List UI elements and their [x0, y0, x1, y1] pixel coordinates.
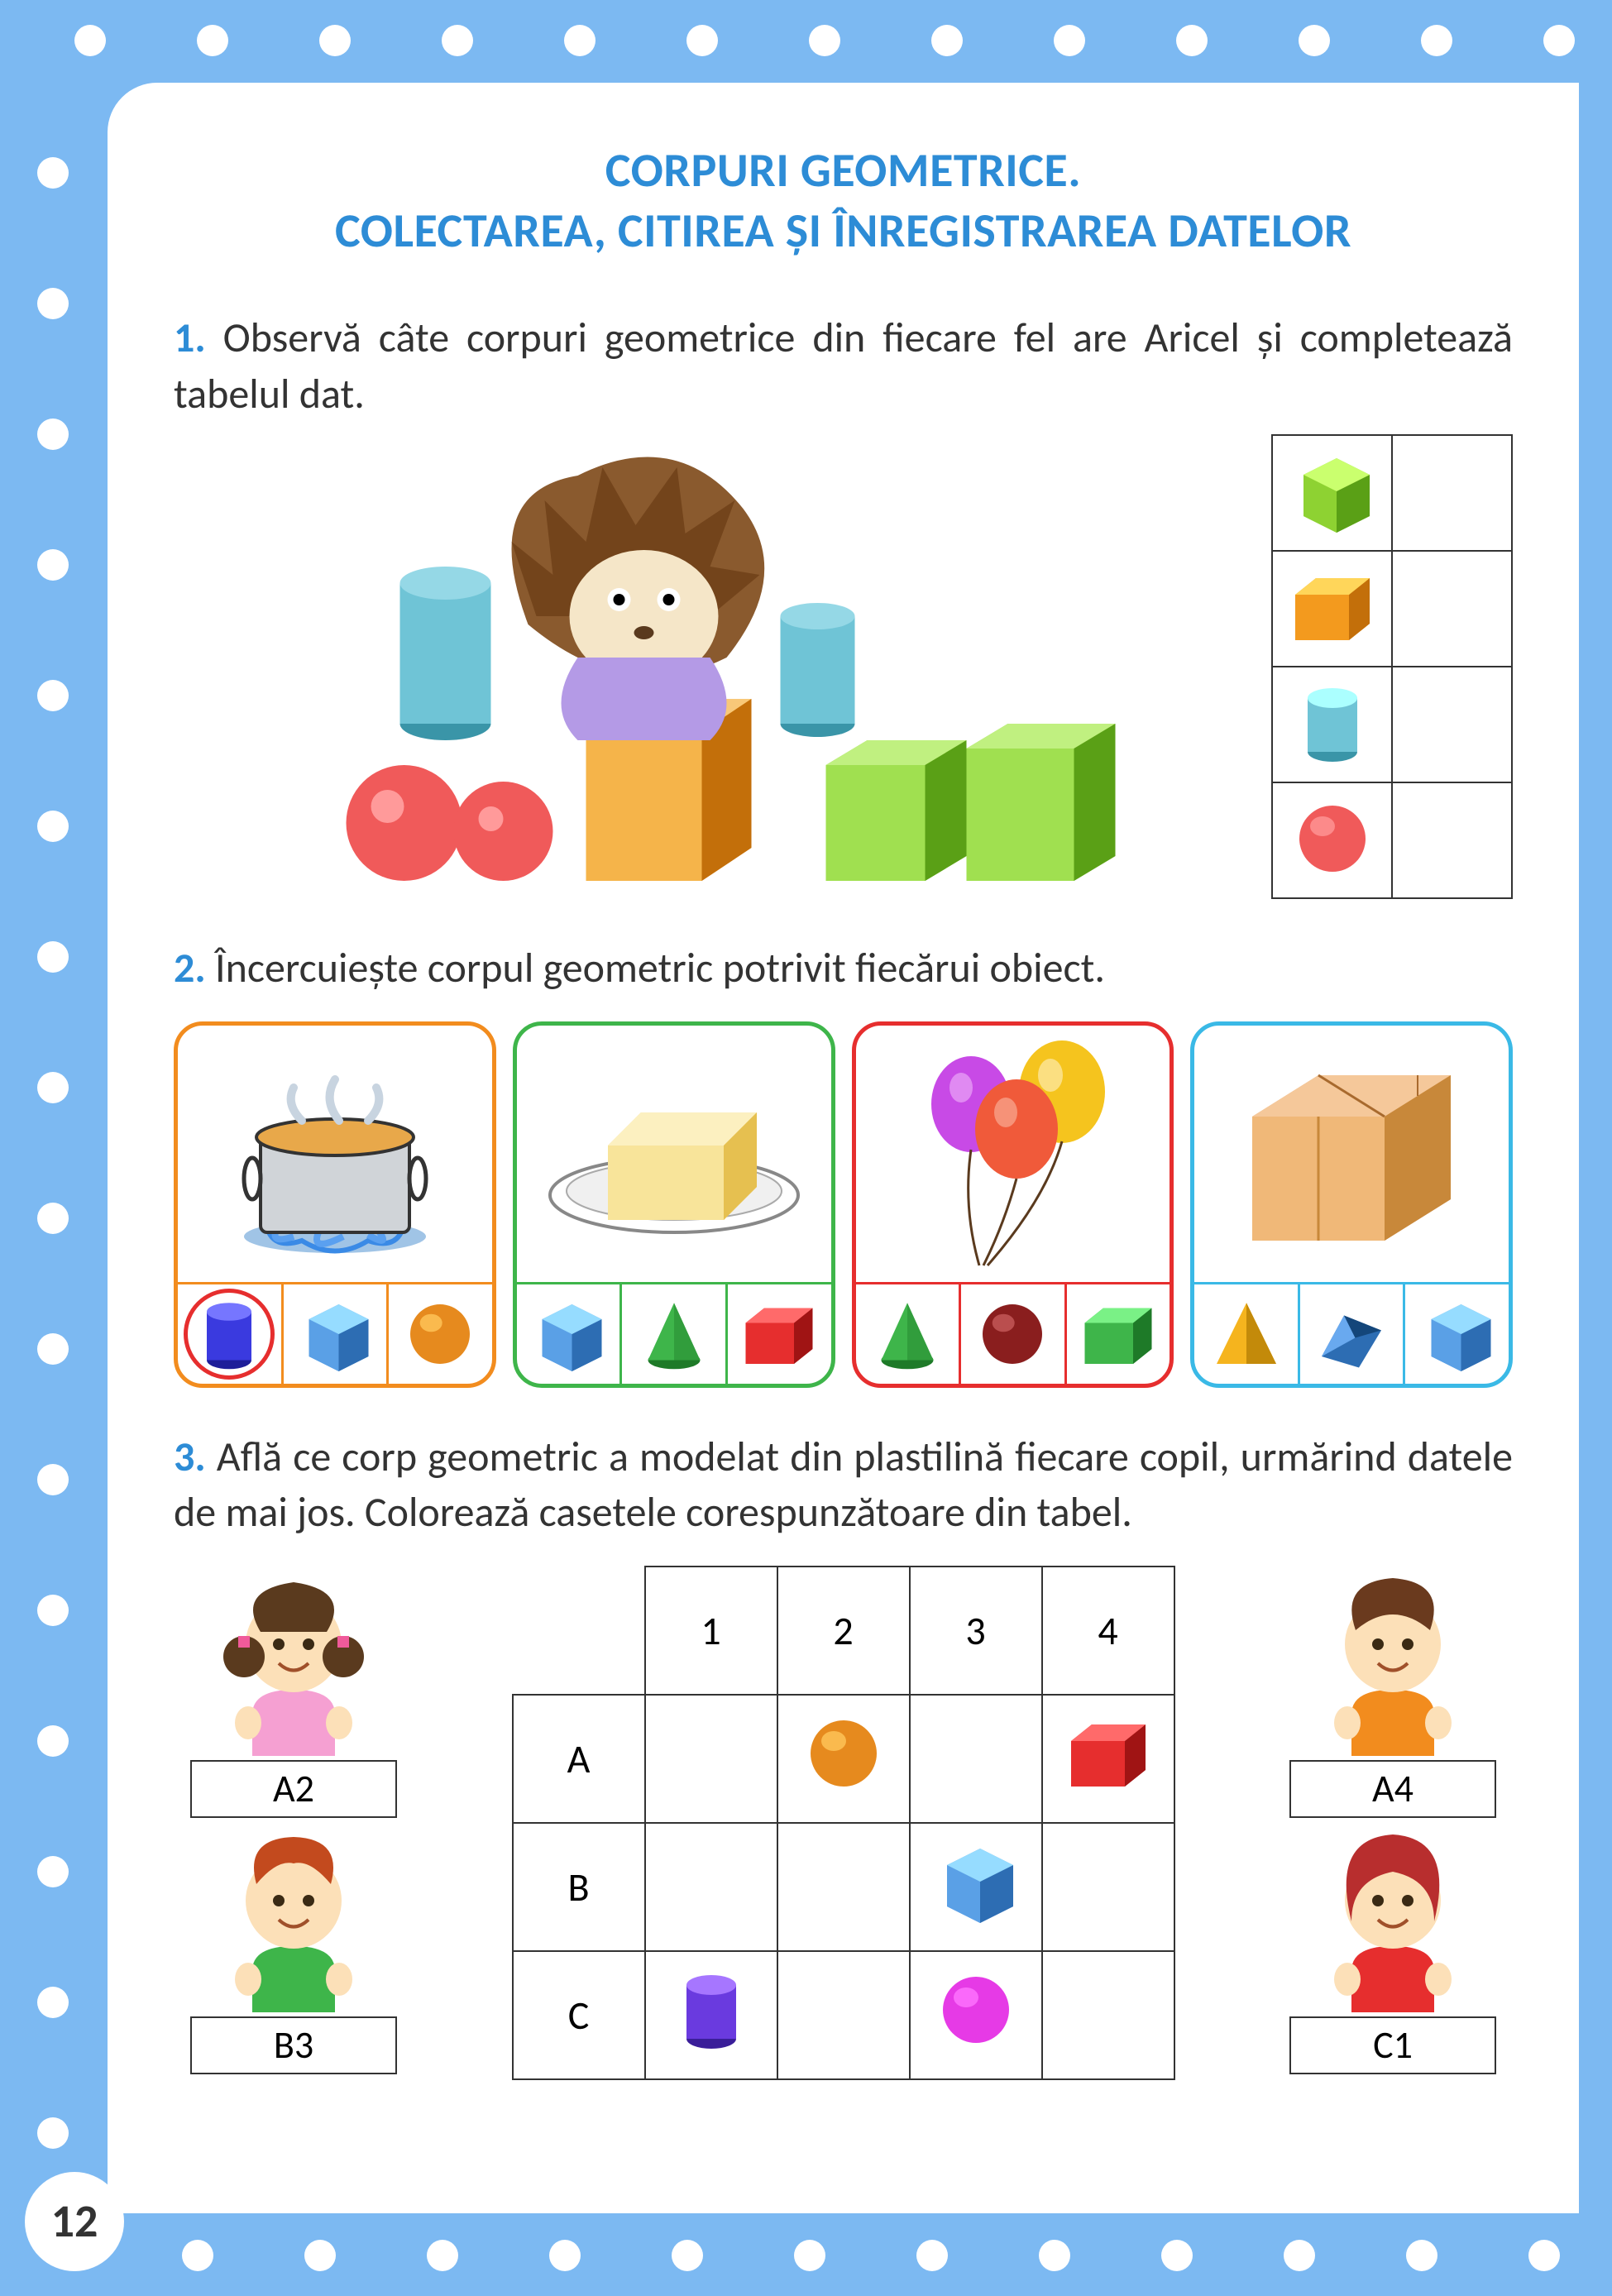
task-1-body-text: Observă câte corpuri geometrice din fiec… [174, 313, 1513, 419]
kids-left-column: A2 B3 [174, 1566, 414, 2074]
page-number: 12 [25, 2172, 124, 2271]
task-3-number: 3. [174, 1432, 206, 1482]
grid-row-header: A [513, 1695, 645, 1823]
shape-choice[interactable] [178, 1284, 281, 1384]
grid-cell[interactable] [1042, 1823, 1174, 1951]
circled-answer [184, 1289, 275, 1380]
object-card [174, 1021, 496, 1388]
shape-choice[interactable] [1298, 1284, 1404, 1384]
page-title: CORPURI GEOMETRICE. COLECTAREA, CITIREA … [174, 141, 1513, 261]
kid-coordinate-label: A2 [190, 1760, 397, 1818]
kids-right-column: A4 C1 [1273, 1566, 1513, 2074]
grid-row-header: C [513, 1951, 645, 2079]
kid-block: C1 [1273, 1822, 1513, 2074]
shape-choice[interactable] [1403, 1284, 1509, 1384]
shape-choice[interactable] [517, 1284, 620, 1384]
shape-choice[interactable] [281, 1284, 387, 1384]
kid-block: B3 [174, 1822, 414, 2074]
grid-cell[interactable] [645, 1823, 777, 1951]
task-2-text: 2. Încercuiește corpul geometric potrivi… [174, 940, 1513, 997]
object-illustration [517, 1026, 831, 1282]
grid-col-header: 2 [777, 1567, 910, 1695]
table-shape-cell [1272, 435, 1392, 551]
task-3: 3. Află ce corp geometric a modelat din … [174, 1429, 1513, 2080]
table-count-cell[interactable] [1392, 782, 1512, 898]
table-shape-cell [1272, 667, 1392, 782]
task-1-number: 1. [174, 313, 206, 363]
task-1: 1. Observă câte corpuri geometrice din f… [174, 310, 1513, 899]
task-3-body-text: Află ce corp geometric a modelat din pla… [174, 1432, 1513, 1538]
title-line-2: COLECTAREA, CITIREA ȘI ÎNREGISTRAREA DAT… [335, 201, 1351, 260]
task-1-count-table [1271, 434, 1513, 899]
table-count-cell[interactable] [1392, 667, 1512, 782]
object-card [1190, 1021, 1513, 1388]
page-border: CORPURI GEOMETRICE. COLECTAREA, CITIREA … [0, 0, 1612, 2296]
shape-choice[interactable] [1064, 1284, 1170, 1384]
task-3-grid: 1234 A B C [512, 1566, 1175, 2080]
object-illustration [178, 1026, 492, 1282]
grid-cell[interactable] [910, 1695, 1042, 1823]
task-2: 2. Încercuiește corpul geometric potrivi… [174, 940, 1513, 1388]
shape-choice[interactable] [959, 1284, 1064, 1384]
task-1-text: 1. Observă câte corpuri geometrice din f… [174, 310, 1513, 422]
grid-cell[interactable] [777, 1695, 910, 1823]
table-shape-cell [1272, 782, 1392, 898]
grid-cell[interactable] [777, 1951, 910, 2079]
shape-choice[interactable] [619, 1284, 725, 1384]
grid-cell[interactable] [910, 1951, 1042, 2079]
table-shape-cell [1272, 551, 1392, 667]
table-count-cell[interactable] [1392, 551, 1512, 667]
grid-cell[interactable] [1042, 1695, 1174, 1823]
grid-cell[interactable] [910, 1823, 1042, 1951]
grid-row-header: B [513, 1823, 645, 1951]
kid-block: A4 [1273, 1566, 1513, 1818]
object-card [852, 1021, 1174, 1388]
grid-col-header: 3 [910, 1567, 1042, 1695]
task-2-body-text: Încercuiește corpul geometric potrivit f… [215, 943, 1105, 993]
kid-block: A2 [174, 1566, 414, 1818]
task-2-number: 2. [174, 943, 206, 993]
title-line-1: CORPURI GEOMETRICE. [605, 141, 1081, 199]
shape-choice[interactable] [1194, 1284, 1298, 1384]
task-3-text: 3. Află ce corp geometric a modelat din … [174, 1429, 1513, 1541]
grid-cell[interactable] [1042, 1951, 1174, 2079]
object-illustration [856, 1026, 1170, 1282]
grid-cell[interactable] [645, 1951, 777, 2079]
shape-choice[interactable] [725, 1284, 831, 1384]
content-area: CORPURI GEOMETRICE. COLECTAREA, CITIREA … [108, 83, 1579, 2213]
kid-coordinate-label: C1 [1289, 2016, 1496, 2074]
grid-col-header: 1 [645, 1567, 777, 1695]
grid-col-header: 4 [1042, 1567, 1174, 1695]
kid-coordinate-label: B3 [190, 2016, 397, 2074]
grid-cell[interactable] [645, 1695, 777, 1823]
shape-choice[interactable] [386, 1284, 492, 1384]
kid-coordinate-label: A4 [1289, 1760, 1496, 1818]
table-count-cell[interactable] [1392, 435, 1512, 551]
shape-choice[interactable] [856, 1284, 959, 1384]
object-illustration [1194, 1026, 1509, 1282]
object-card [513, 1021, 835, 1388]
hedgehog-scene [174, 434, 1246, 897]
grid-cell[interactable] [777, 1823, 910, 1951]
